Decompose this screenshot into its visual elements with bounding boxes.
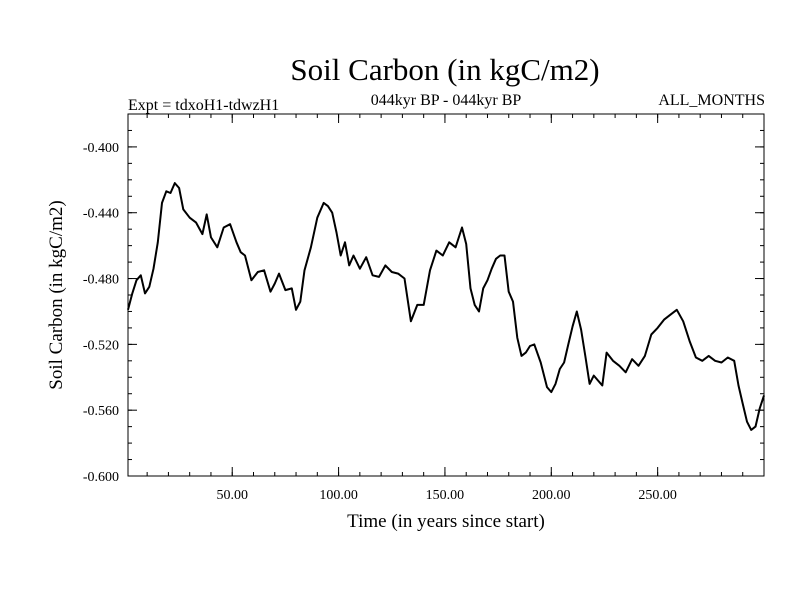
y-tick-label: -0.440 [83, 207, 119, 222]
x-tick-label: 50.00 [216, 488, 248, 503]
y-tick-label: -0.480 [83, 273, 119, 288]
series-line [127, 182, 765, 431]
axis-ticks [128, 114, 764, 477]
y-tick-label: -0.520 [83, 338, 119, 353]
y-tick-labels: -0.600 -0.560 -0.520 -0.480 -0.440 -0.400 [83, 141, 119, 485]
y-axis-label: Soil Carbon (in kgC/m2) [46, 200, 67, 389]
series-group [127, 182, 765, 431]
x-axis-label: Time (in years since start) [347, 511, 545, 532]
chart-subtitle-right: ALL_MONTHS [658, 92, 765, 109]
x-tick-label: 100.00 [319, 488, 358, 503]
x-tick-label: 250.00 [638, 488, 677, 503]
y-tick-label: -0.560 [83, 404, 119, 419]
y-tick-label: -0.600 [83, 470, 119, 485]
x-tick-label: 200.00 [532, 488, 571, 503]
plot-frame [127, 113, 765, 477]
chart-title: Soil Carbon (in kgC/m2) [290, 52, 599, 87]
y-tick-label: -0.400 [83, 141, 119, 156]
chart-subtitle-center: 044kyr BP - 044kyr BP [371, 92, 522, 109]
chart-subtitle-left: Expt = tdxoH1-tdwzH1 [128, 97, 279, 114]
x-tick-label: 150.00 [426, 488, 465, 503]
x-tick-labels: 50.00 100.00 150.00 200.00 250.00 [216, 488, 676, 503]
